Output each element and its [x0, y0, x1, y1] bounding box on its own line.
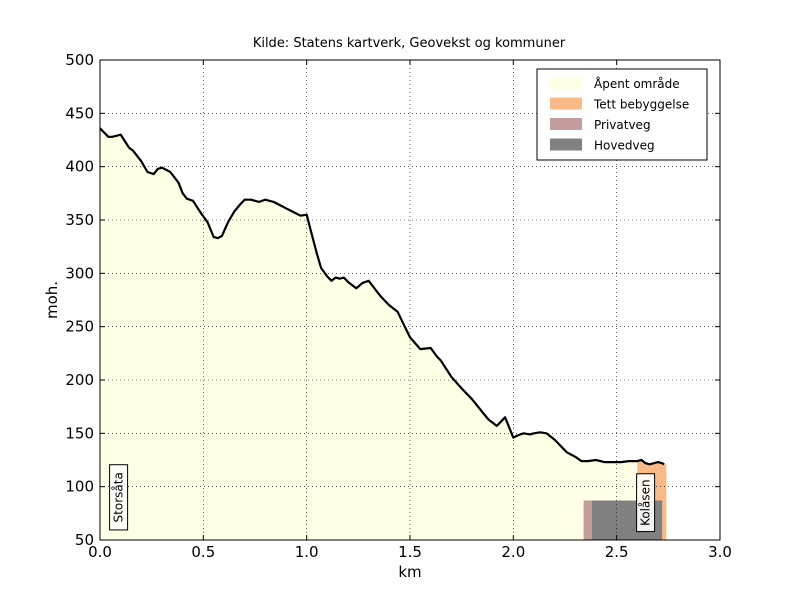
- x-tick-label: 0.5: [191, 543, 215, 561]
- place-label-box: [109, 464, 129, 531]
- y-tick-label: 400: [65, 158, 94, 176]
- x-tick-label: 3.0: [708, 543, 732, 561]
- y-tick-label: 100: [65, 478, 94, 496]
- y-tick-label: 500: [65, 51, 94, 69]
- x-tick-label: 1.5: [398, 543, 422, 561]
- x-tick-label: 2.5: [605, 543, 629, 561]
- y-tick-label: 300: [65, 264, 94, 282]
- place-labels: Storsåta Kolåsen: [109, 464, 656, 533]
- y-tick-label: 200: [65, 371, 94, 389]
- x-tick-label: 0.0: [88, 543, 112, 561]
- place-label-1: Kolåsen: [636, 473, 656, 533]
- legend-swatch: [550, 138, 582, 151]
- x-axis-label: km: [398, 563, 421, 581]
- y-axis-label: moh.: [43, 281, 61, 319]
- landuse-segment-0: [100, 128, 638, 541]
- legend: Åpent område Tett bebyggelse Privatveg Hove…: [536, 68, 708, 161]
- legend-label: Privatveg: [594, 118, 651, 132]
- place-name: Storsåta: [112, 472, 126, 522]
- legend-label: Hovedveg: [594, 139, 655, 153]
- elevation-profile-line: [99, 127, 665, 466]
- legend-swatch: [550, 77, 582, 89]
- plot-area: [99, 127, 667, 541]
- x-tick-label: 2.0: [501, 543, 525, 561]
- landuse-segment-2: [583, 500, 592, 540]
- legend-label: Tett bebyggelse: [593, 98, 689, 112]
- x-tick-label: 1.0: [295, 543, 319, 561]
- place-label-box: [636, 473, 656, 533]
- y-tick-label: 350: [65, 211, 94, 229]
- legend-swatch: [550, 97, 582, 110]
- y-tick-label: 50: [75, 531, 94, 549]
- axis-ticks: 0.0 0.5 1.0 1.5 2.0 2.5 3.0 50 100 150 200 250 300 35…: [65, 51, 732, 561]
- place-label-0: Storsåta: [109, 464, 129, 531]
- legend-label: Åpent område: [594, 76, 680, 91]
- legend-swatch: [550, 118, 582, 130]
- y-tick-label: 450: [65, 104, 94, 122]
- y-tick-label: 150: [65, 424, 94, 442]
- place-name: Kolåsen: [639, 479, 653, 526]
- y-tick-label: 250: [65, 318, 94, 336]
- chart-title: Kilde: Statens kartverk, Geovekst og kom…: [253, 36, 566, 51]
